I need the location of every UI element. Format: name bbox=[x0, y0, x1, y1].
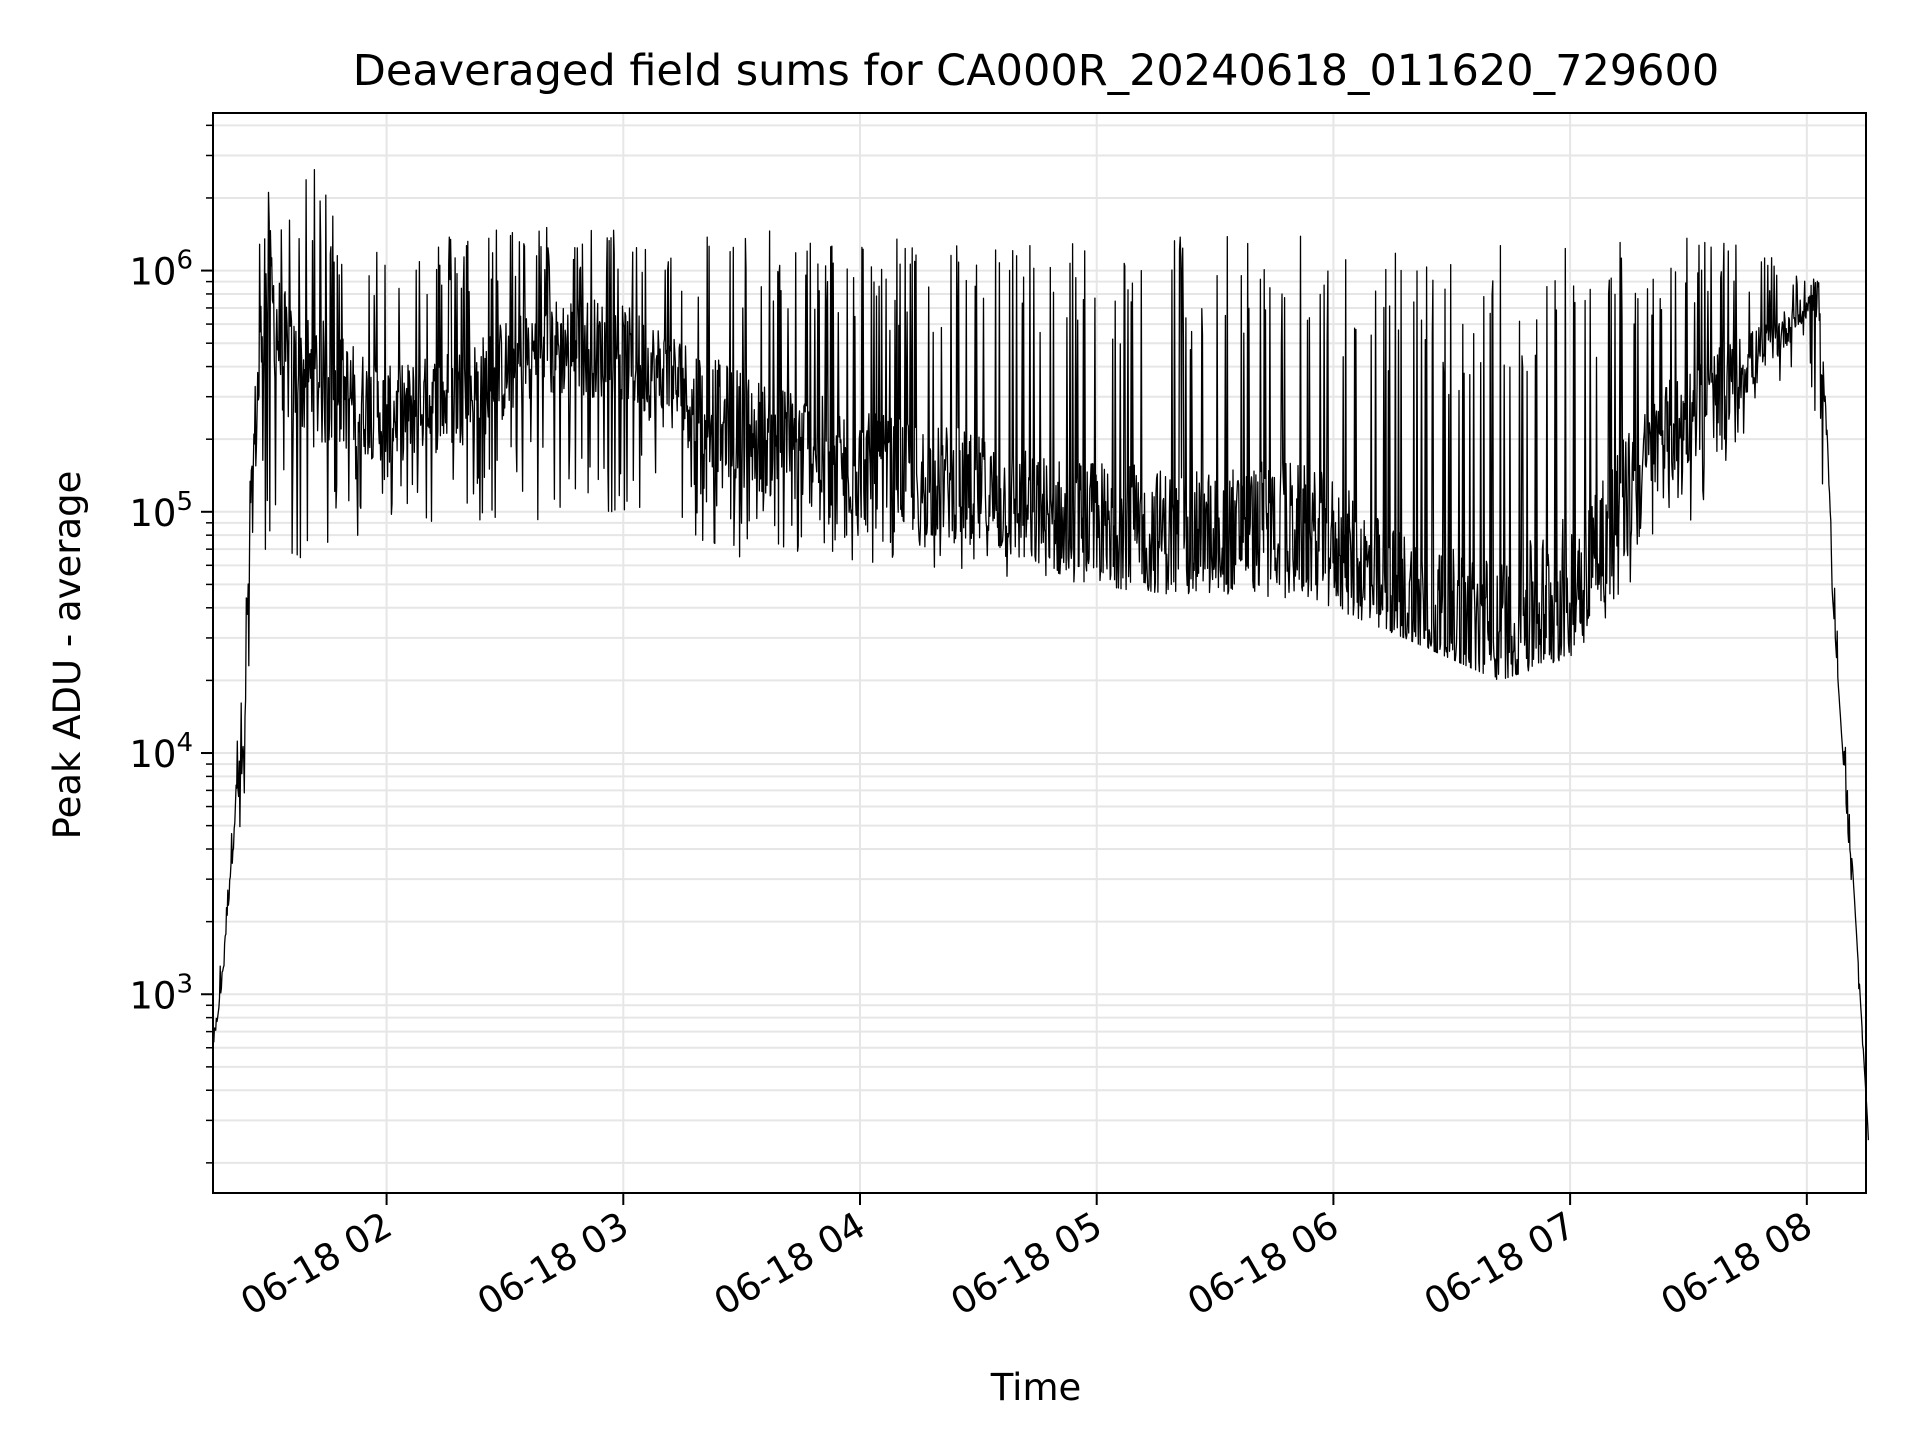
x-tick-label: 06-18 03 bbox=[470, 1204, 636, 1324]
x-axis-ticks: 06-18 02 06-18 03 06-18 04 06-18 05 06-18 06… bbox=[234, 1193, 1820, 1324]
x-tick-label: 06-18 06 bbox=[1180, 1204, 1346, 1324]
chart-title: Deaveraged field sums for CA000R_2024061… bbox=[353, 46, 1719, 96]
y-axis-label: Peak ADU - average bbox=[46, 471, 89, 840]
series-line-group bbox=[213, 169, 1870, 1141]
series-line bbox=[213, 169, 1870, 1141]
y-tick-label: 106 bbox=[129, 246, 193, 294]
x-tick-label: 06-18 08 bbox=[1654, 1204, 1820, 1324]
x-tick-label: 06-18 02 bbox=[234, 1204, 400, 1324]
x-tick-label: 06-18 07 bbox=[1417, 1204, 1583, 1324]
plot-frame bbox=[212, 112, 1867, 1194]
y-tick-label: 104 bbox=[129, 728, 193, 776]
y-tick-label: 103 bbox=[129, 969, 193, 1017]
y-tick-label: 105 bbox=[129, 487, 193, 535]
x-axis-label: Time bbox=[990, 1366, 1082, 1409]
grid-layer bbox=[213, 113, 1866, 1193]
x-tick-label: 06-18 04 bbox=[707, 1204, 873, 1324]
x-tick-label: 06-18 05 bbox=[944, 1204, 1110, 1324]
y-axis-ticks: 103 104 105 106 bbox=[129, 124, 213, 1164]
